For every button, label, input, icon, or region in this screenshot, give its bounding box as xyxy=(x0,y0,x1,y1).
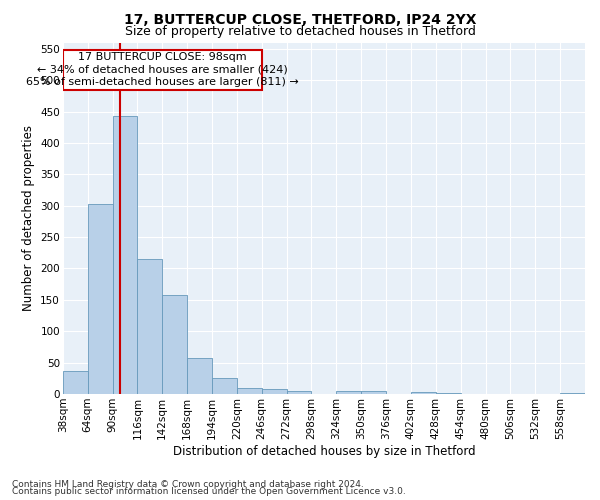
Text: 65% of semi-detached houses are larger (811) →: 65% of semi-detached houses are larger (… xyxy=(26,78,299,88)
Text: 17 BUTTERCUP CLOSE: 98sqm: 17 BUTTERCUP CLOSE: 98sqm xyxy=(78,52,247,62)
Bar xyxy=(287,391,311,394)
Bar xyxy=(560,393,585,394)
Bar xyxy=(337,391,361,394)
Bar xyxy=(63,50,262,90)
Bar xyxy=(137,259,162,394)
Bar xyxy=(162,295,187,394)
Bar xyxy=(411,392,436,394)
Text: 17, BUTTERCUP CLOSE, THETFORD, IP24 2YX: 17, BUTTERCUP CLOSE, THETFORD, IP24 2YX xyxy=(124,12,476,26)
Text: Contains public sector information licensed under the Open Government Licence v3: Contains public sector information licen… xyxy=(12,487,406,496)
Bar xyxy=(237,388,262,394)
Bar xyxy=(262,389,287,394)
Bar xyxy=(212,378,237,394)
X-axis label: Distribution of detached houses by size in Thetford: Distribution of detached houses by size … xyxy=(173,444,475,458)
Bar xyxy=(88,204,113,394)
Text: ← 34% of detached houses are smaller (424): ← 34% of detached houses are smaller (42… xyxy=(37,64,287,74)
Bar xyxy=(361,391,386,394)
Text: Contains HM Land Registry data © Crown copyright and database right 2024.: Contains HM Land Registry data © Crown c… xyxy=(12,480,364,489)
Bar xyxy=(436,393,461,394)
Text: Size of property relative to detached houses in Thetford: Size of property relative to detached ho… xyxy=(125,25,475,38)
Bar xyxy=(63,371,88,394)
Bar xyxy=(187,358,212,394)
Bar xyxy=(113,116,137,394)
Y-axis label: Number of detached properties: Number of detached properties xyxy=(22,126,35,312)
